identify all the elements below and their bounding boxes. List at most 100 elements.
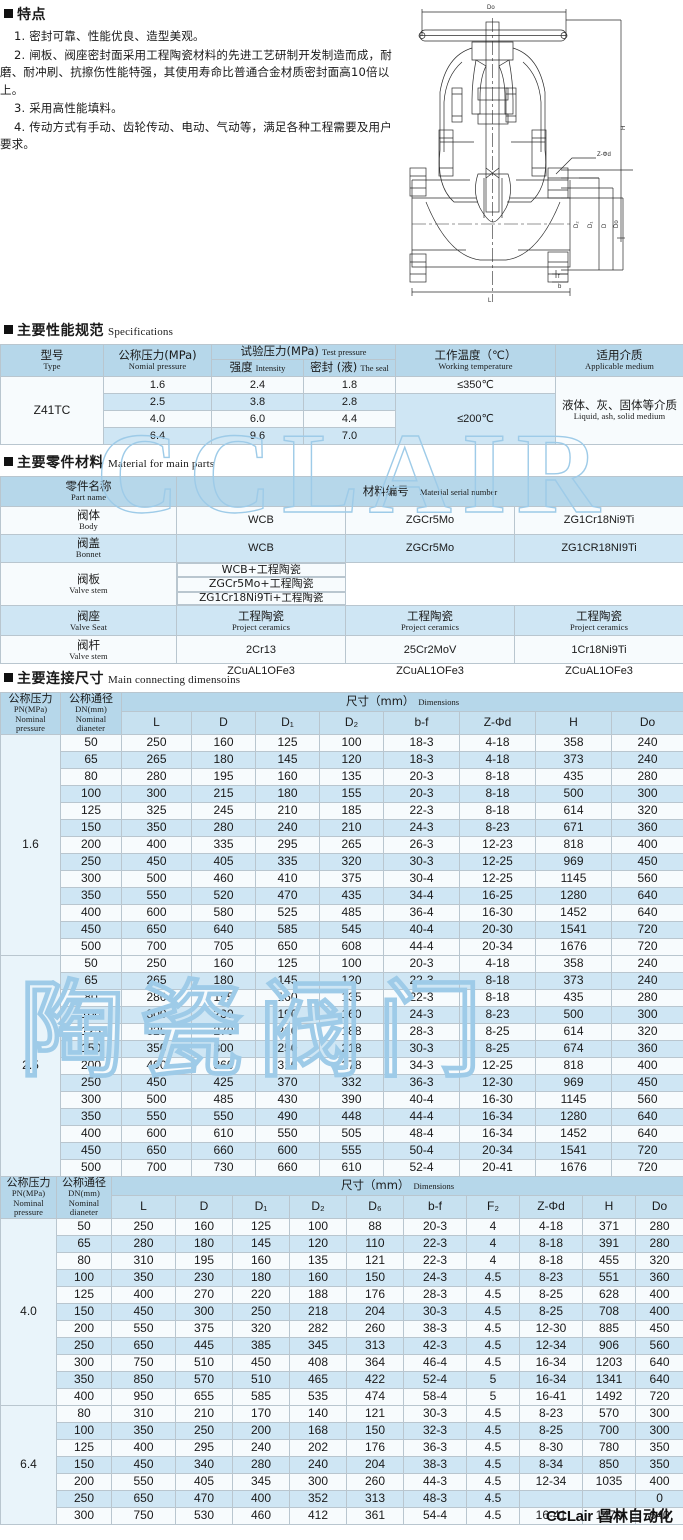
cell-bf: 22-3 [403,1251,467,1270]
cell-do: 640 [634,1353,683,1372]
cell-nominal-diameter: 150 [60,1039,122,1058]
cell-l: 400 [121,1056,192,1075]
specifications-heading-en: Specifications [108,326,174,338]
table-row: 65 280 180 145 120 110 22-3 4 8-18 391 280 [1,1234,683,1253]
cell-d: 510 [232,1370,290,1389]
table-row: 1.6 50 250 160 125 100 18-3 4-18 358 240 [0,733,683,956]
cell-nominal-diameter: 125 [60,801,122,820]
cell-d: 470 [175,1489,233,1508]
cell-h: 850 [582,1455,636,1474]
cell-do: 320 [634,1251,683,1270]
cell-material-2: ZGCr5Mo+工程陶瓷 [177,577,346,592]
cell-d: 100 [289,1217,347,1236]
cell-material-1: WCB [176,534,346,563]
table-row: 250 450 405 335 320 30-3 12-25 969 450 [1,852,683,871]
cell-d: 160 [255,988,320,1007]
dimensions-heading-en: Main connecting dimensoins [108,674,241,686]
col-pn-en2: pressure [13,1207,44,1218]
cell-do: 720 [610,1141,683,1160]
table-row: 4.0 50 250 160 125 100 88 20-3 4 4-18 371 280 [0,1217,683,1406]
cell-do: 560 [610,869,683,888]
cell-nominal-diameter: 300 [60,1090,122,1109]
col-mat-cn: 材料编号 [362,483,409,498]
cell-do: 240 [610,954,683,973]
logo-cn: 昌林自动化 [597,1507,673,1525]
col-dims-en: Dimensions [418,697,460,708]
square-bullet-icon [4,673,13,682]
table-row: 500 700 705 650 608 44-4 20-34 1676 720 [1,937,683,956]
cell-d: 145 [255,750,320,769]
cell-material-3: ZG1Cr18Ni9Ti+工程陶瓷 [177,591,346,606]
cell-nominal-diameter: 150 [60,818,122,837]
cell-zd: 16-34 [519,1353,583,1372]
cell-d: 570 [175,1370,233,1389]
col-pn-en2: pressure [15,723,46,734]
cell-bf: 30-3 [383,1039,460,1058]
cell-nominal-diameter: 200 [56,1472,112,1491]
col-h: H [582,1194,636,1219]
cell-do: 640 [610,903,683,922]
dimensions-table-2: 公称压力 PN(MPa) Nominal pressure 公称通径 DN(mm) Nomi… [0,1176,683,1525]
cell-d: 370 [255,1073,320,1092]
cell-material-1: 2Cr13 [176,635,346,665]
cell-medium-cn: 液体、灰、固体等介质 [562,398,677,413]
cell-nominal-diameter: 500 [60,1158,122,1177]
cell-d: 160 [175,1217,233,1236]
cell-d: 250 [175,1421,233,1440]
col-do: Do [610,710,683,735]
cell-l: 700 [121,937,192,956]
cell-h: 1492 [582,1387,636,1406]
cell-zd: 8-34 [519,1455,583,1474]
table-row: 250 650 470 400 352 313 48-3 4.5 0 [1,1489,683,1508]
cell-d: 195 [191,767,256,786]
cell-do: 360 [610,1039,683,1058]
cell-seal: 1.8 [303,376,396,394]
cell-d: 282 [289,1319,347,1338]
cell-f: 5 [466,1387,520,1406]
cell-part-en: Body [79,521,98,532]
col-pn-en1: Nominal [13,1197,44,1208]
label-z-phi-d: Z-Φd [597,152,611,158]
cell-d: 310 [255,1056,320,1075]
cell-d: 121 [346,1251,404,1270]
cell-l: 600 [121,1124,192,1143]
cell-nominal: 2.5 [103,393,212,411]
cell-do: 350 [634,1438,683,1457]
cell-h: 700 [582,1421,636,1440]
cell-l: 280 [121,767,192,786]
cell-nominal-pressure: 4.0 [0,1217,57,1406]
cell-h: 1676 [535,937,612,956]
table-row: 350 550 520 470 435 34-4 16-25 1280 640 [1,886,683,905]
cell-medium: 液体、灰、固体等介质 Liquid, ash, solid medium [555,376,683,445]
cell-l: 300 [121,784,192,803]
cell-d: 412 [289,1506,347,1525]
cell-bf: 24-3 [383,818,460,837]
cell-d: 180 [232,1268,290,1287]
cell-l: 300 [121,1005,192,1024]
cell-seal: 7.0 [303,427,396,445]
cell-d: 705 [191,937,256,956]
label-do: Do [487,5,495,11]
col-intensity-cn: 强度 [229,360,253,375]
cell-d: 485 [191,1090,256,1109]
cell-material-2: ZGCr5Mo [345,506,515,535]
label-f: f [558,274,560,280]
cell-h: 1541 [535,920,612,939]
cell-d: 405 [191,852,256,871]
cell-zd: 16-41 [519,1506,583,1525]
cell-d: 210 [255,801,320,820]
table-subheader-row: 强度 Intensity 密封 (液) The seal [1,359,683,377]
cell-d: 110 [346,1234,404,1253]
cell-zd: 20-30 [459,920,536,939]
cell-do: 400 [610,835,683,854]
features-heading-cn: 特点 [17,7,46,23]
cell-d: 155 [319,784,384,803]
cell-d: 218 [289,1302,347,1321]
cell-h: 1541 [535,1141,612,1160]
col-pn-cn: 公称压力 [8,692,53,705]
cell-material-3-cn: 工程陶瓷 [576,608,622,623]
cell-do: 320 [610,801,683,820]
cell-h: 671 [535,818,612,837]
cell-do: 360 [634,1268,683,1287]
col-do: Do [634,1194,683,1219]
